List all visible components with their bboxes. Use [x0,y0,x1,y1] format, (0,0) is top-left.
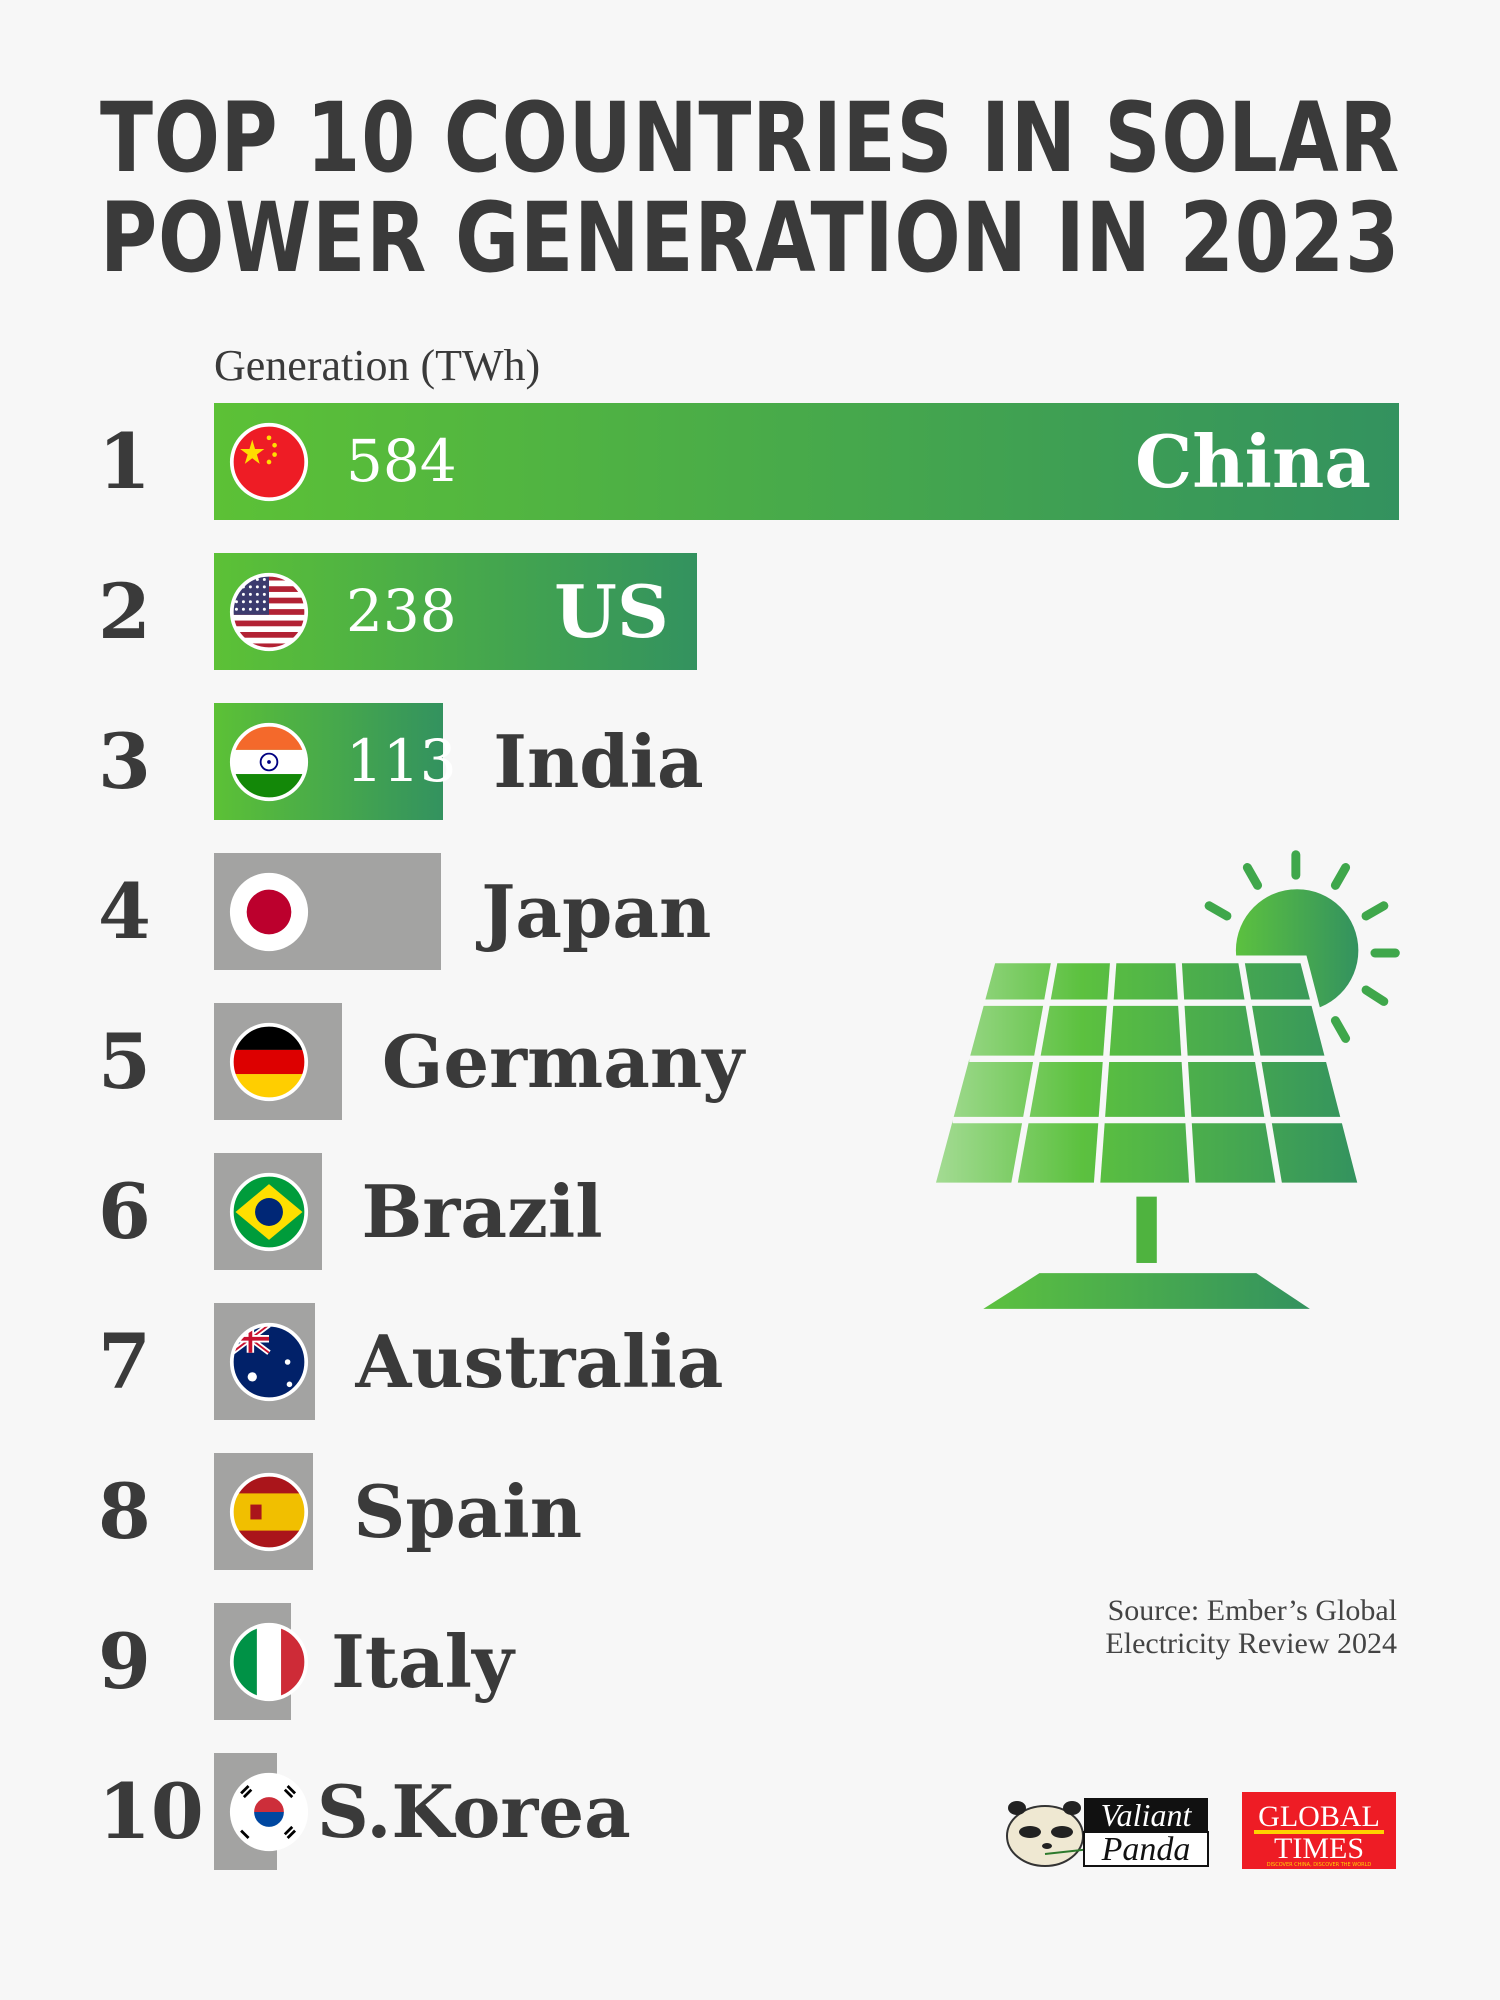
data-label: 584 [346,427,457,495]
rank-label: 9 [98,1617,151,1706]
source-line-2: Electricity Review 2024 [1105,1627,1397,1660]
valiant-panda-logo: Valiant Panda [1006,1797,1209,1868]
spain-flag-icon [229,1472,309,1552]
svg-text:TIMES: TIMES [1274,1832,1364,1865]
country-label: S.Korea [316,1769,631,1854]
source-line-1: Source: Ember’s Global [1107,1594,1397,1627]
rank-label: 6 [98,1167,151,1256]
country-label: China [1134,419,1371,504]
bar-row-china: 1 584 China [0,403,1500,520]
chart-title-line-2: POWER GENERATION IN 2023 [100,182,1401,294]
svg-text:GLOBAL: GLOBAL [1258,1800,1380,1833]
svg-text:DISCOVER CHINA, DISCOVER THE W: DISCOVER CHINA, DISCOVER THE WORLD [1267,1862,1372,1868]
bar-row-skorea: 10 S.Korea [0,1753,1500,1870]
solar-panel-illustration [931,850,1400,1309]
bar-row-india: 3 113 India [0,703,1500,820]
country-label: Italy [331,1619,514,1704]
svg-text:Panda: Panda [1101,1831,1191,1868]
italy-flag-icon [229,1622,309,1702]
country-label: US [554,569,669,654]
bar-row-japan: 4 Japan [0,853,1500,970]
india-flag-icon [229,722,309,802]
rank-label: 1 [98,417,151,506]
country-label: Australia [355,1319,724,1404]
global-times-logo: GLOBAL TIMES DISCOVER CHINA, DISCOVER TH… [1242,1792,1396,1869]
brazil-flag-icon [229,1172,309,1252]
rank-label: 2 [98,567,151,656]
bar-row-spain: 8 Spain [0,1453,1500,1570]
china-flag-icon [229,422,309,502]
country-label: Japan [481,869,712,954]
data-label: 113 [346,727,457,795]
rank-label: 7 [98,1317,151,1406]
bar-row-italy: 9 Italy [0,1603,1500,1720]
australia-flag-icon [229,1322,309,1402]
bar-row-brazil: 6 Brazil [0,1153,1500,1270]
japan-flag-icon [229,872,309,952]
country-label: India [493,719,704,804]
rank-label: 10 [98,1767,204,1856]
us-flag-icon [229,572,309,652]
bar-row-australia: 7 Australia [0,1303,1500,1420]
rank-label: 3 [98,717,151,806]
svg-text:Valiant: Valiant [1101,1797,1193,1833]
chart-title-line-1: TOP 10 COUNTRIES IN SOLAR [100,82,1401,194]
country-label: Germany [381,1019,745,1104]
rank-label: 8 [98,1467,151,1556]
rank-label: 4 [98,867,151,956]
country-label: Brazil [361,1169,603,1254]
source-note: Source: Ember’s Global Electricity Revie… [1105,1594,1397,1660]
bar-row-us: 2 238 US [0,553,1500,670]
bar [214,403,1399,520]
rank-label: 5 [98,1017,151,1106]
germany-flag-icon [229,1022,309,1102]
axis-label: Generation (TWh) [214,341,541,390]
data-label: 238 [346,577,457,645]
country-label: Spain [353,1469,583,1554]
bar-row-germany: 5 Germany [0,1003,1500,1120]
south-korea-flag-icon [229,1772,309,1852]
